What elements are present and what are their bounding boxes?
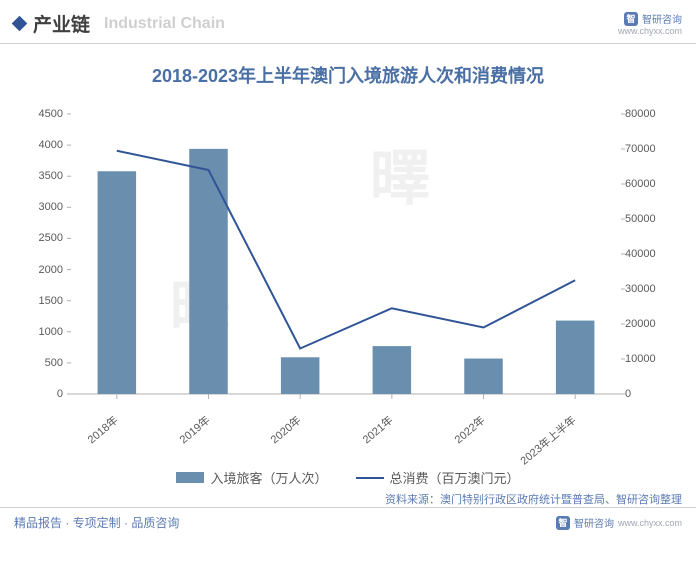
x-tick-label: 2020年 <box>267 412 304 447</box>
y2-tick-label: 50000 <box>625 213 673 225</box>
legend-bar-swatch <box>176 472 204 483</box>
y2-tick-label: 0 <box>625 388 673 400</box>
y1-tick-label: 2500 <box>23 232 63 244</box>
footer-brand-logo-icon: 智 <box>556 516 570 530</box>
diamond-icon <box>12 16 28 32</box>
y1-tick-label: 4000 <box>23 139 63 151</box>
source-text: 资料来源：澳门特别行政区政府统计暨普查局、智研咨询整理 <box>0 487 696 507</box>
x-tick-label: 2021年 <box>359 412 396 447</box>
x-tick-label: 2023年上半年 <box>517 412 580 468</box>
brand-logo-icon: 智 <box>624 12 638 26</box>
y1-tick-label: 1500 <box>23 295 63 307</box>
y1-tick-label: 4500 <box>23 108 63 120</box>
chart-svg <box>71 114 621 394</box>
y2-tick-label: 60000 <box>625 178 673 190</box>
legend: 入境旅客（万人次） 总消费（百万澳门元） <box>0 468 696 487</box>
section-label: 产业链 <box>33 10 90 37</box>
y1-tick-label: 3000 <box>23 201 63 213</box>
section-label-en: Industrial Chain <box>104 15 225 33</box>
y2-tick-label: 80000 <box>625 108 673 120</box>
footer-brand: 智 智研咨询 www.chyxx.com <box>556 515 682 530</box>
x-tick-label: 2019年 <box>175 412 212 447</box>
plot-region <box>71 114 621 394</box>
y2-tick-label: 70000 <box>625 143 673 155</box>
y1-tick-label: 0 <box>23 388 63 400</box>
chart-title: 2018-2023年上半年澳门入境旅游人次和消费情况 <box>0 44 696 94</box>
legend-line-label: 总消费（百万澳门元） <box>390 468 520 487</box>
x-tick-label: 2022年 <box>450 412 487 447</box>
brand: 智 智研咨询 <box>618 11 682 26</box>
y1-tick-label: 3500 <box>23 170 63 182</box>
brand-name: 智研咨询 <box>642 11 682 26</box>
y2-tick-label: 40000 <box>625 248 673 260</box>
footer-tagline: 精品报告 · 专项定制 · 品质咨询 <box>14 514 179 531</box>
y1-tick-label: 1000 <box>23 326 63 338</box>
y1-tick-label: 2000 <box>23 264 63 276</box>
header-left: 产业链 Industrial Chain <box>14 10 225 37</box>
y2-tick-label: 10000 <box>625 353 673 365</box>
footer-brand-url: www.chyxx.com <box>618 518 682 528</box>
y2-tick-label: 30000 <box>625 283 673 295</box>
legend-bar-label: 入境旅客（万人次） <box>210 468 327 487</box>
x-axis-labels: 2018年2019年2020年2021年2022年2023年上半年 <box>71 404 621 464</box>
legend-item-line: 总消费（百万澳门元） <box>356 468 520 487</box>
chart-area: 0 500 1000 1500 2000 2500 3000 3500 4000 4500 0 10… <box>23 104 673 464</box>
footer: 精品报告 · 专项定制 · 品质咨询 智 智研咨询 www.chyxx.com <box>0 507 696 531</box>
legend-item-bar: 入境旅客（万人次） <box>176 468 327 487</box>
brand-url: www.chyxx.com <box>618 26 682 36</box>
y2-tick-label: 20000 <box>625 318 673 330</box>
legend-line-swatch <box>356 477 384 479</box>
header-right: 智 智研咨询 www.chyxx.com <box>618 11 682 36</box>
header: 产业链 Industrial Chain 智 智研咨询 www.chyxx.co… <box>0 0 696 44</box>
x-tick-label: 2018年 <box>84 412 121 447</box>
footer-brand-name: 智研咨询 <box>574 515 614 530</box>
y1-tick-label: 500 <box>23 357 63 369</box>
